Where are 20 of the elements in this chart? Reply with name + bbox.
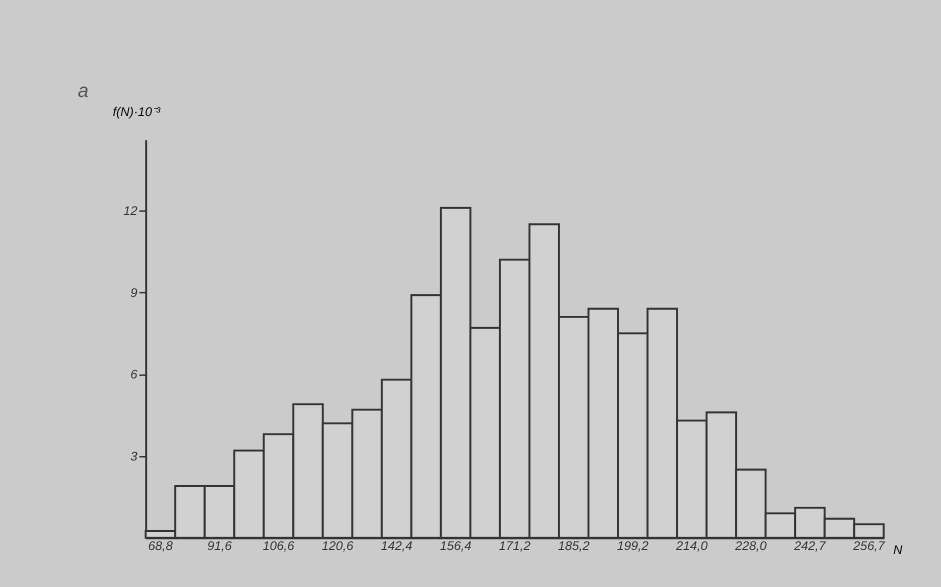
x-tick-label: 106,6 — [262, 538, 296, 553]
x-axis-title: N — [893, 542, 904, 557]
x-tick-label: 171,2 — [498, 538, 530, 553]
x-tick-label: 199,2 — [616, 538, 649, 553]
x-tick-label: 120,6 — [322, 538, 354, 553]
x-tick-label: 68,8 — [148, 538, 173, 553]
x-tick-label: 242,7 — [793, 538, 827, 553]
x-tick-label: 91,6 — [207, 538, 233, 553]
x-tick-label: 185,2 — [558, 538, 590, 553]
x-tick-label: 256,7 — [852, 538, 886, 553]
y-tick-label: 3 — [130, 449, 138, 464]
x-tick-label: 142,4 — [380, 538, 412, 553]
x-tick-label: 228,0 — [734, 538, 767, 553]
x-tick-label: 156,4 — [440, 538, 472, 553]
y-axis-title: f(N)·10⁻³ — [112, 104, 161, 119]
y-tick-label: 12 — [123, 204, 138, 218]
x-tick-label: 214,0 — [675, 538, 708, 553]
y-tick-label: 6 — [130, 368, 138, 382]
y-tick-label: 9 — [130, 286, 138, 300]
text: a — [78, 80, 89, 102]
